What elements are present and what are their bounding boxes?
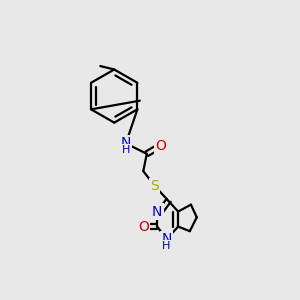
Text: H: H bbox=[162, 241, 171, 251]
Text: O: O bbox=[155, 139, 166, 153]
Text: O: O bbox=[138, 220, 149, 234]
Text: N: N bbox=[152, 205, 162, 219]
Text: N: N bbox=[161, 232, 172, 246]
Text: S: S bbox=[151, 179, 159, 193]
Text: N: N bbox=[121, 136, 131, 150]
Text: H: H bbox=[122, 145, 130, 155]
